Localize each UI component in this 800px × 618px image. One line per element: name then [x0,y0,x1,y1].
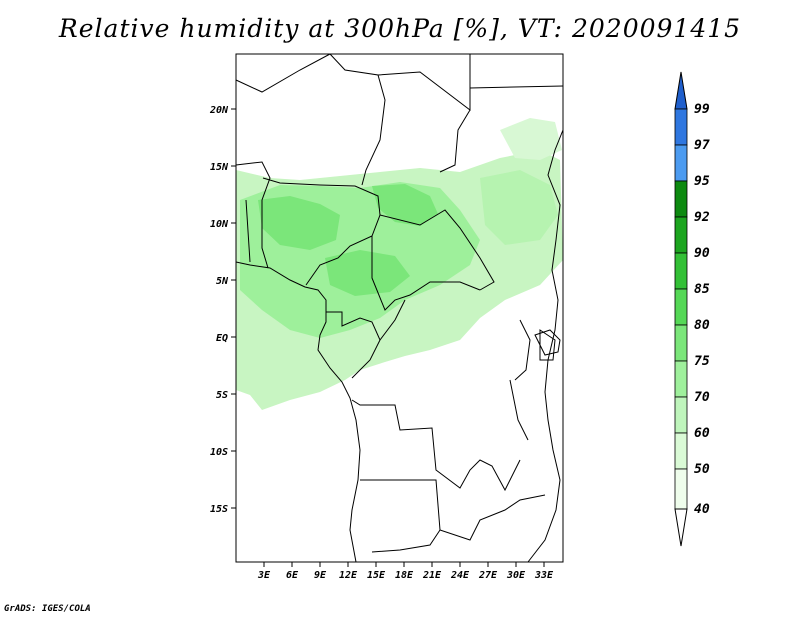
colorbar-swatch [674,432,688,470]
map-title: Relative humidity at 300hPa [%], VT: 202… [58,14,742,43]
lat-tick-label: 15S [210,504,228,515]
lat-tick-label: 15N [210,162,229,173]
border-cameroon-car [371,236,481,311]
lon-tick-label: 12E [339,570,358,581]
humidity-region-light-ne [500,118,562,160]
border-sudan-egypt [469,85,564,89]
lon-tick-label: 24E [450,570,470,581]
colorbar-swatch [674,180,688,218]
border-west [235,161,271,269]
colorbar-swatch [674,360,688,398]
colorbar-label: 92 [694,210,710,225]
lon-tick-label: 21E [422,570,442,581]
colorbar-label: 60 [694,426,710,441]
colorbar-top-arrow [674,71,688,110]
humidity-region-medium-east [480,170,558,245]
colorbar-label: 90 [694,246,710,261]
lon-tick-label: 9E [314,570,327,581]
lat-tick-label: EQ [216,333,228,344]
coastlines-borders [235,53,564,563]
lat-tick-label: 20N [209,105,229,116]
colorbar-label: 40 [694,502,710,517]
lon-tick-label: 18E [395,570,414,581]
lat-tick-label: 5N [216,276,229,287]
east-coast [527,129,564,563]
colorbar-label: 85 [694,282,710,297]
border-chad-libya [377,54,471,173]
lat-tick-label: 10S [210,447,228,458]
colorbar-label: 97 [694,138,710,153]
map-frame [235,53,564,563]
humidity-field [236,118,563,410]
colorbar-swatch [674,396,688,434]
west-africa-coast [235,261,361,563]
lon-tick-label: 15E [367,570,386,581]
colorbar-label: 99 [694,102,710,117]
colorbar-label: 70 [694,390,710,405]
lat-tick-label: 10N [210,219,229,230]
border-sahara-north [235,53,386,186]
credit-text: GrADS: IGES/COLA [4,604,91,614]
colorbar-bottom-arrow [674,508,688,547]
border-chad-car [379,209,495,291]
lat-axis: 20N 15N 10N 5N EQ 5S 10S 15S [209,105,236,515]
colorbar-label: 50 [694,462,710,477]
colorbar: 99 97 95 92 90 85 80 75 70 60 50 40 [674,71,710,547]
lon-tick-label: 27E [478,570,498,581]
colorbar-swatch [674,468,688,510]
border-southern [360,479,546,553]
great-lakes [509,319,556,441]
colorbar-swatch [674,108,688,146]
colorbar-swatch [674,144,688,182]
lon-tick-label: 6E [286,570,299,581]
humidity-region-dark-3 [325,250,410,296]
lon-tick-label: 30E [506,570,526,581]
humidity-region-dark-2 [372,184,438,226]
lon-tick-label: 3E [257,570,271,581]
colorbar-swatch [674,216,688,254]
colorbar-swatch [674,324,688,362]
lon-tick-label: 33E [534,570,554,581]
humidity-region-dark-1 [258,196,340,250]
lake-victoria-area [534,329,561,356]
colorbar-label: 75 [694,354,710,369]
lon-axis: 3E 6E 9E 12E 15E 18E 21E 24E 27E 30E 33E [257,562,554,581]
colorbar-swatch [674,252,688,290]
colorbar-label: 95 [694,174,710,189]
border-drc-angola [351,399,521,492]
border-congo-basin [326,299,406,379]
lat-tick-label: 5S [216,390,228,401]
colorbar-label: 80 [694,318,710,333]
colorbar-swatch [674,288,688,326]
